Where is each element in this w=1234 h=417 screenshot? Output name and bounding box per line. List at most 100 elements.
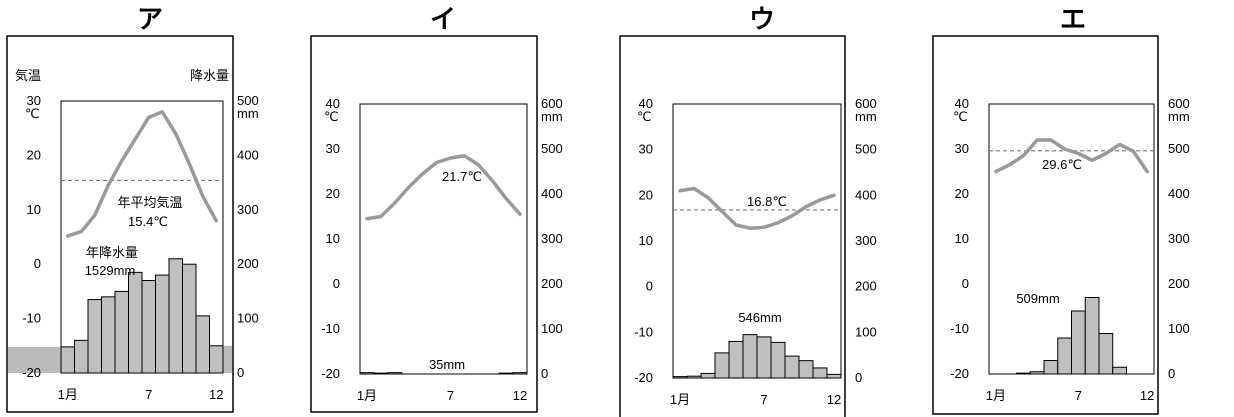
precip-tick-label: 600 <box>541 96 563 111</box>
temp-tick-label: 40 <box>955 96 969 111</box>
precip-bar-outside-left <box>8 346 61 373</box>
plot-area <box>60 100 224 374</box>
month-tick-label: 7 <box>1075 388 1082 403</box>
precip-bar-month-5 <box>1043 360 1059 375</box>
precip-bar-month-6 <box>128 271 143 374</box>
precip-tick-label: 0 <box>541 366 548 381</box>
temp-tick-label: 30 <box>955 141 969 156</box>
temp-tick-label: -20 <box>22 365 41 380</box>
panel-title: イ <box>430 4 456 34</box>
mean-temp-value-label: 21.7℃ <box>442 169 482 184</box>
precip-bar-month-10 <box>182 263 197 374</box>
temp-tick-label: 30 <box>639 142 653 157</box>
precip-unit-label: mm <box>237 106 259 121</box>
temp-tick-label: 20 <box>326 186 340 201</box>
precip-bar-month-6 <box>742 334 758 379</box>
month-tick-label: 12 <box>209 387 223 402</box>
precip-bar-month-12 <box>209 345 224 374</box>
panel-frame <box>932 35 1159 415</box>
panel-title: ア <box>137 4 163 34</box>
month-tick-label: 1月 <box>357 388 377 403</box>
precip-tick-label: 400 <box>1168 186 1190 201</box>
climate-chart-2: イ403020100-10-20℃6005004003002001000mm1月… <box>310 4 563 413</box>
precip-bar-month-11 <box>812 367 828 379</box>
precip-tick-label: 600 <box>855 96 877 111</box>
precip-bar-outside-right <box>223 345 232 373</box>
precip-tick-label: 0 <box>237 365 244 380</box>
precip-tick-label: 200 <box>855 279 877 294</box>
precip-unit-label: mm <box>1168 109 1190 124</box>
temp-tick-label: 10 <box>955 231 969 246</box>
precip-tick-label: 100 <box>855 324 877 339</box>
precip-bar-month-7 <box>1071 310 1086 375</box>
plot-area <box>988 103 1155 375</box>
precip-tick-label: 500 <box>855 142 877 157</box>
panel-frame <box>6 35 234 413</box>
temp-tick-label: 30 <box>326 141 340 156</box>
precip-tick-label: 600 <box>1168 96 1190 111</box>
panel-title: ウ <box>749 4 775 34</box>
temp-tick-label: -20 <box>634 370 653 385</box>
precip-tick-label: 300 <box>541 231 563 246</box>
precip-tick-label: 300 <box>1168 231 1190 246</box>
month-tick-label: 7 <box>145 387 152 402</box>
month-tick-label: 7 <box>760 392 767 407</box>
total-precip-value-label: 1529mm <box>85 263 136 278</box>
precip-axis-name: 降水量 <box>190 68 229 83</box>
total-precip-value-label: 35mm <box>429 357 465 372</box>
panel-title: エ <box>1060 4 1086 34</box>
temperature-line <box>678 186 836 230</box>
total-precip-value-label: 546mm <box>738 310 781 325</box>
month-tick-label: 12 <box>827 392 841 407</box>
temperature-line <box>365 154 522 221</box>
temp-tick-label: -20 <box>950 366 969 381</box>
climate-chart-3: ウ403020100-10-20℃6005004003002001000mm1月… <box>619 4 877 417</box>
precip-bar-month-1 <box>60 346 75 374</box>
temp-tick-label: -10 <box>22 311 41 326</box>
temp-tick-label: 40 <box>326 96 340 111</box>
precip-bar-month-5 <box>728 340 744 379</box>
temp-tick-label: 40 <box>639 96 653 111</box>
month-tick-label: 12 <box>513 388 527 403</box>
temp-tick-label: 10 <box>639 233 653 248</box>
precip-tick-label: 200 <box>1168 276 1190 291</box>
temperature-line <box>66 110 218 238</box>
total-precip-value-label: 509mm <box>1016 291 1059 306</box>
precip-bar-month-6 <box>1057 337 1072 375</box>
temp-unit-label: ℃ <box>637 109 652 124</box>
precip-tick-label: 200 <box>541 276 563 291</box>
month-tick-label: 1月 <box>58 387 78 402</box>
precip-bar-month-9 <box>1098 333 1114 375</box>
precip-bar-month-7 <box>141 280 156 374</box>
panel-frame <box>310 35 538 413</box>
precip-tick-label: 400 <box>855 187 877 202</box>
temp-tick-label: 10 <box>326 231 340 246</box>
mean-temp-value-label: 16.8℃ <box>747 194 787 209</box>
temp-tick-label: 30 <box>27 93 41 108</box>
temperature-line <box>994 138 1149 174</box>
precip-tick-label: 100 <box>1168 321 1190 336</box>
climate-chart-4: エ403020100-10-20℃6005004003002001000mm1月… <box>932 4 1190 415</box>
plot-area <box>672 103 842 379</box>
temp-unit-label: ℃ <box>25 106 40 121</box>
precip-bar-month-11 <box>195 315 210 374</box>
precip-bar-month-7 <box>756 336 772 379</box>
mean-temp-value-label: 15.4℃ <box>128 214 168 229</box>
precip-bar-month-5 <box>114 290 129 374</box>
precip-tick-label: 100 <box>541 321 563 336</box>
temp-tick-label: -20 <box>321 366 340 381</box>
month-tick-label: 7 <box>447 388 454 403</box>
precip-tick-label: 500 <box>237 93 259 108</box>
temp-tick-label: 0 <box>333 276 340 291</box>
month-tick-label: 1月 <box>986 388 1006 403</box>
precip-unit-label: mm <box>541 109 563 124</box>
temp-tick-label: 10 <box>27 202 41 217</box>
temp-tick-label: -10 <box>950 321 969 336</box>
precip-tick-label: 400 <box>237 147 259 162</box>
precip-tick-label: 300 <box>855 233 877 248</box>
precip-tick-label: 300 <box>237 202 259 217</box>
precip-bar-month-8 <box>770 341 786 379</box>
precip-bar-month-4 <box>714 352 730 379</box>
temp-tick-label: 20 <box>639 187 653 202</box>
